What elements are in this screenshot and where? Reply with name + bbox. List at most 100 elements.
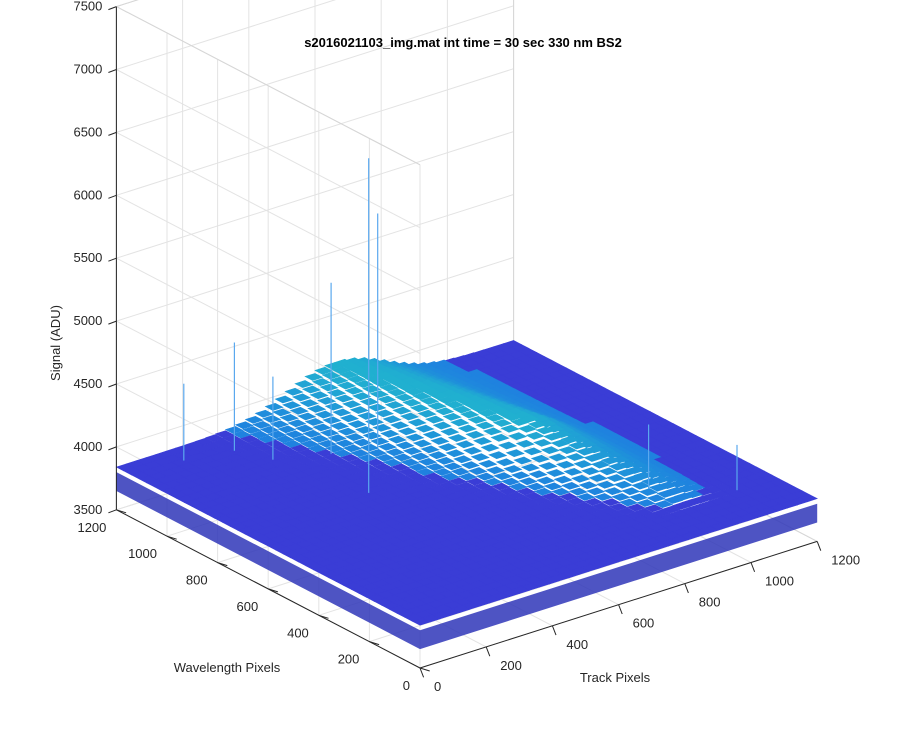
surface-cell xyxy=(440,472,460,481)
surface-cell xyxy=(576,493,596,501)
surface-cell xyxy=(609,503,629,511)
surface-cell xyxy=(319,383,339,392)
surface-cell xyxy=(405,433,425,442)
surface-cell xyxy=(453,455,473,464)
surface-cell xyxy=(402,398,422,407)
y-tick-mark xyxy=(268,588,279,593)
surface-cell xyxy=(331,366,351,375)
box-edge xyxy=(116,6,421,166)
surface-cell xyxy=(565,453,585,461)
surface-cell xyxy=(277,425,297,434)
surface-cell xyxy=(274,395,294,404)
surface-cell xyxy=(383,458,403,467)
surface-cell xyxy=(483,477,503,486)
left-wall-grid-line xyxy=(116,69,421,229)
surface-cell xyxy=(646,494,666,503)
surface-cell xyxy=(329,376,349,385)
surface-cell xyxy=(563,467,583,476)
surface-cell xyxy=(516,487,536,496)
x-tick-label: 600 xyxy=(633,616,655,631)
surface-cell xyxy=(265,439,285,448)
surface-cell xyxy=(407,418,427,427)
surface-cell xyxy=(440,427,460,436)
surface-cell xyxy=(314,410,334,419)
surface-cell xyxy=(307,444,327,453)
surface-cell xyxy=(327,389,347,397)
surface-cell xyxy=(335,439,355,448)
surface-cell xyxy=(282,401,302,410)
surface-cell xyxy=(324,362,344,370)
surface-cell xyxy=(442,412,462,421)
z-tick-label: 4000 xyxy=(73,439,102,454)
surface-cell xyxy=(515,439,535,448)
surface-cell xyxy=(297,412,317,421)
surface-cell xyxy=(294,424,314,433)
surface-cell xyxy=(568,487,588,496)
surface-cell xyxy=(411,617,431,626)
surface-cell xyxy=(581,467,601,476)
surface-cell xyxy=(541,492,561,501)
surface-cell xyxy=(495,458,515,467)
back-wall-grid-line xyxy=(116,68,514,196)
surface-cell xyxy=(508,482,528,491)
surface-cell xyxy=(583,454,603,462)
surface-cell xyxy=(460,461,480,470)
surface-cell xyxy=(360,443,380,452)
surface-cell xyxy=(656,490,676,498)
surface-cell xyxy=(324,402,344,411)
surface-cell xyxy=(372,423,392,432)
surface-cell xyxy=(644,504,664,513)
surface-cell xyxy=(294,380,314,388)
surface-cell xyxy=(603,487,623,496)
z-tick-mark xyxy=(108,69,117,73)
z-tick-mark xyxy=(108,320,117,325)
surface-cell xyxy=(433,468,453,476)
surface-cell xyxy=(419,397,439,405)
y-tick-label: 200 xyxy=(338,652,360,667)
surface-cell xyxy=(596,480,616,489)
y-tick-mark xyxy=(166,535,177,540)
surface-cell xyxy=(437,396,457,405)
x-axis-label: Track Pixels xyxy=(580,670,651,685)
surface-cell xyxy=(272,408,292,417)
x-tick-mark xyxy=(618,604,623,615)
surface-cell xyxy=(511,471,531,480)
surface-cell xyxy=(483,427,503,436)
surface-cell xyxy=(578,481,598,490)
surface-cell xyxy=(538,462,558,470)
surface-cell xyxy=(558,446,578,455)
surface-cell xyxy=(575,447,595,456)
surface-cell xyxy=(337,381,357,390)
surface-cell xyxy=(297,448,317,457)
surface-cell xyxy=(518,477,538,486)
surface-cell xyxy=(410,452,430,461)
surface-cell xyxy=(322,416,342,425)
surface-cell xyxy=(242,426,262,434)
surface-cell xyxy=(412,392,432,401)
surface-cell xyxy=(518,424,538,433)
surface-cell xyxy=(631,481,651,490)
surface-cell xyxy=(387,435,407,444)
z-tick-mark xyxy=(108,446,117,451)
surface-cell xyxy=(553,475,573,484)
surface-cell xyxy=(431,476,451,485)
surface-cell xyxy=(480,443,500,452)
surface-cell xyxy=(478,459,498,468)
surface-cell xyxy=(428,451,448,460)
surface-cell xyxy=(508,432,528,441)
surface-cell xyxy=(543,482,563,491)
z-tick-label: 4500 xyxy=(73,376,102,391)
surface-cell xyxy=(387,388,407,397)
surface-cell xyxy=(408,463,428,472)
surface-cell xyxy=(485,466,505,475)
surface-cell xyxy=(264,402,284,411)
surface-cell xyxy=(526,482,546,491)
surface-cell xyxy=(648,483,668,492)
z-tick-mark xyxy=(108,383,117,388)
surface-cell xyxy=(392,406,412,415)
surface xyxy=(115,158,818,650)
surface-cell xyxy=(463,446,483,455)
surface-cell xyxy=(412,439,432,448)
surface-cell xyxy=(285,430,305,439)
